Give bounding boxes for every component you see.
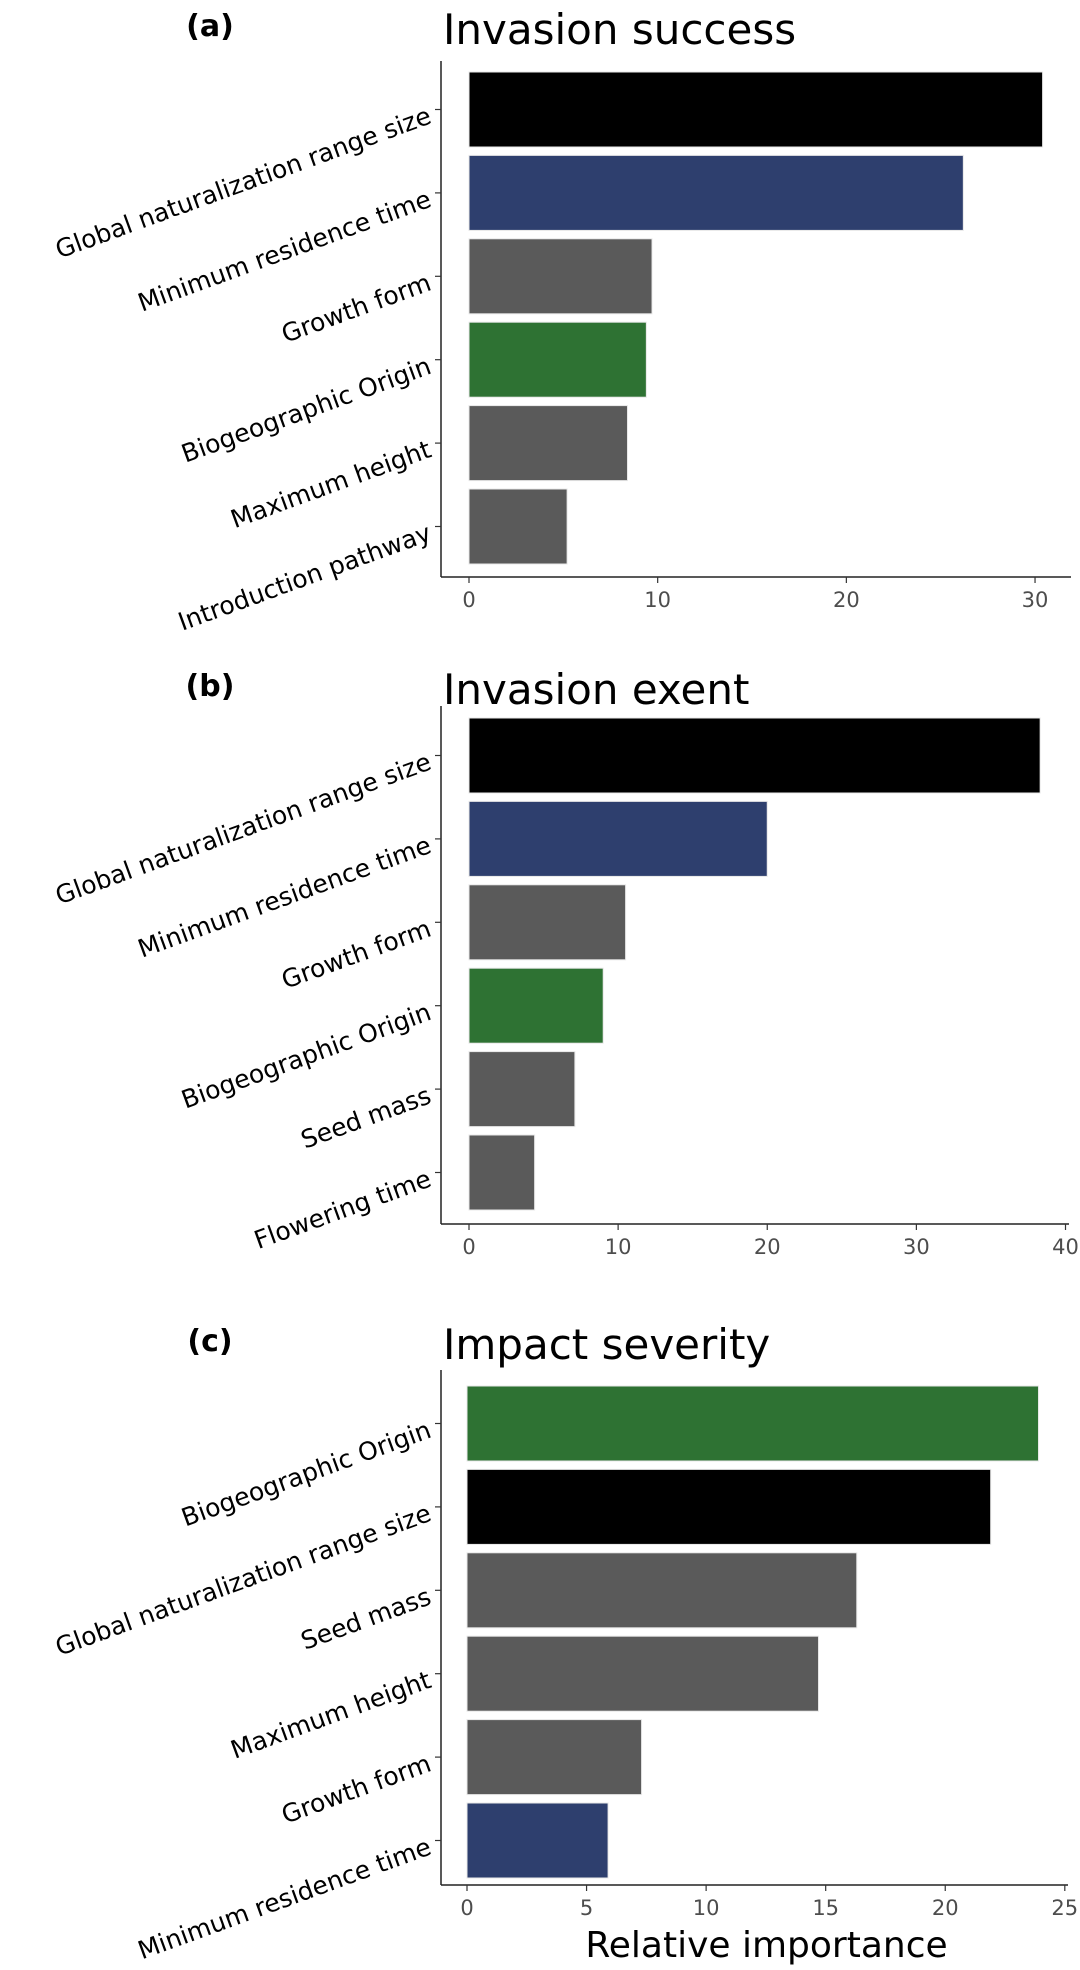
panel-title: Impact severity [443, 1320, 770, 1369]
x-tick-label: 20 [754, 1235, 781, 1259]
category-label: Minimum residence time [134, 1832, 435, 1965]
panel-label: (a) [186, 9, 234, 44]
category-label: Maximum height [227, 1665, 435, 1764]
category-label: Seed mass [297, 1582, 435, 1656]
bar [468, 488, 568, 565]
bar [468, 238, 653, 315]
category-label: Seed mass [297, 1081, 435, 1155]
category-label: Global naturalization range size [51, 1498, 434, 1661]
x-axis-title: Relative importance [585, 1925, 947, 1966]
x-tick-label: 0 [460, 1896, 473, 1920]
x-tick-label: 0 [462, 1235, 475, 1259]
bar [468, 321, 647, 398]
x-tick-label: 25 [1051, 1896, 1078, 1920]
category-label: Growth form [278, 268, 435, 349]
bar [468, 800, 768, 877]
bar [468, 405, 628, 482]
x-tick-label: 15 [812, 1896, 839, 1920]
bar [468, 1134, 536, 1211]
category-label: Growth form [278, 914, 435, 995]
x-tick-label: 40 [1052, 1235, 1079, 1259]
x-tick-label: 10 [644, 588, 671, 612]
category-label: Global naturalization range size [51, 747, 434, 910]
category-label: Introduction pathway [174, 518, 435, 637]
x-tick-label: 20 [932, 1896, 959, 1920]
bar [468, 717, 1041, 794]
panel-title: Invasion exent [443, 665, 749, 714]
bar [468, 884, 627, 961]
category-label: Flowering time [250, 1164, 435, 1255]
category-label: Maximum height [227, 435, 435, 534]
category-label: Global naturalization range size [51, 101, 434, 264]
bar [466, 1635, 820, 1712]
bar [466, 1385, 1040, 1462]
x-tick-label: 30 [903, 1235, 930, 1259]
bar [466, 1552, 858, 1629]
x-tick-label: 10 [605, 1235, 632, 1259]
x-tick-label: 20 [833, 588, 860, 612]
panel-title: Invasion success [443, 5, 796, 54]
bar [468, 71, 1044, 148]
panel-label: (c) [187, 1324, 232, 1359]
x-tick-label: 0 [462, 588, 475, 612]
x-tick-label: 10 [693, 1896, 720, 1920]
bar [466, 1802, 609, 1879]
bar [466, 1719, 643, 1796]
bar [468, 967, 604, 1044]
x-tick-label: 30 [1022, 588, 1049, 612]
bar [468, 1051, 576, 1128]
bar [466, 1468, 992, 1545]
bar [468, 154, 964, 231]
x-tick-label: 5 [580, 1896, 593, 1920]
category-label: Growth form [278, 1749, 435, 1830]
panel-label: (b) [186, 669, 235, 704]
